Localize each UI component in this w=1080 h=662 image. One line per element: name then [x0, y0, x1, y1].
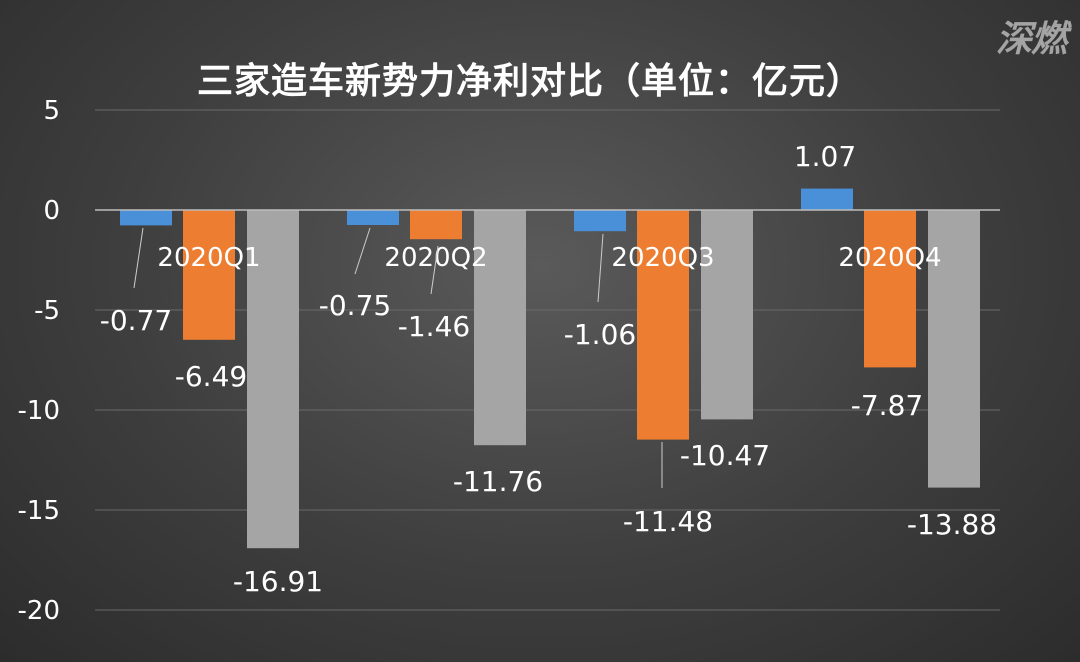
data-label: -7.87 — [851, 389, 923, 422]
bar — [474, 210, 526, 446]
data-label: -11.48 — [623, 505, 713, 538]
y-tick-label: -5 — [34, 296, 60, 326]
category-label: 2020Q1 — [157, 243, 260, 273]
bar — [347, 210, 399, 225]
bar — [701, 210, 753, 420]
bar — [801, 188, 853, 210]
category-label: 2020Q3 — [611, 243, 714, 273]
y-tick-label: 0 — [43, 196, 60, 226]
y-tick-label: -15 — [18, 496, 60, 526]
y-tick-label: -20 — [18, 596, 60, 626]
bar — [410, 210, 462, 240]
leader-line — [133, 227, 144, 289]
bar — [928, 210, 980, 488]
watermark-logo: 深燃 — [995, 19, 1067, 60]
data-label: -6.49 — [175, 360, 247, 393]
y-tick-label: 5 — [43, 96, 60, 126]
data-label: -10.47 — [680, 439, 770, 472]
bar — [864, 210, 916, 368]
leader-line — [354, 227, 371, 275]
chart-title: 三家造车新势力净利对比（单位：亿元） — [196, 61, 863, 102]
leader-line — [430, 245, 439, 295]
bar — [120, 210, 172, 226]
data-label: 1.07 — [794, 140, 856, 173]
data-label: -11.76 — [453, 465, 543, 498]
data-label: -16.91 — [233, 565, 323, 598]
data-label: -0.77 — [100, 304, 172, 337]
data-label: -13.88 — [907, 508, 997, 541]
data-label: -1.06 — [564, 318, 636, 351]
bar — [637, 210, 689, 440]
bar — [183, 210, 235, 340]
bar — [574, 210, 626, 232]
bar — [247, 210, 299, 549]
y-tick-label: -10 — [18, 396, 60, 426]
category-label: 2020Q4 — [838, 243, 941, 273]
data-label: -0.75 — [319, 289, 391, 322]
leader-line — [597, 233, 604, 303]
data-label: -1.46 — [398, 310, 470, 343]
